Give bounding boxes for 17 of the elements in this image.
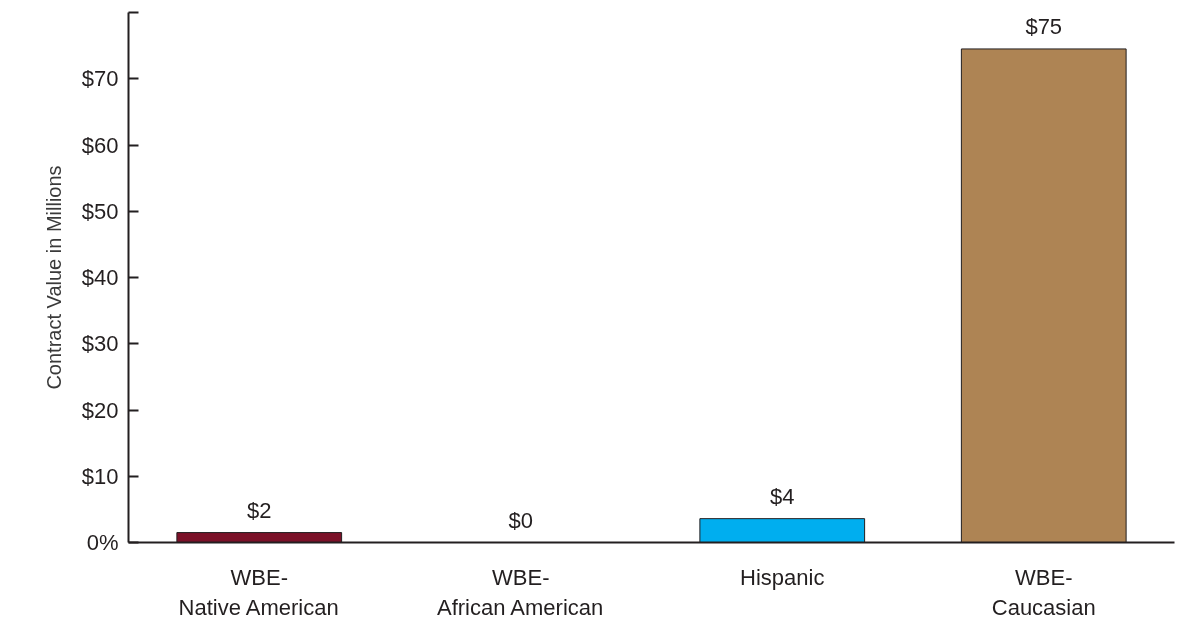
y-tick-label: $50: [81, 198, 119, 224]
y-tick-label: $20: [81, 397, 119, 423]
data-label: $0: [508, 507, 533, 533]
y-tick-label: $70: [81, 66, 119, 92]
data-label: $2: [247, 497, 272, 523]
data-label: $4: [770, 483, 795, 509]
x-tick-label: WBE- African American: [437, 564, 604, 620]
y-tick-label: $10: [81, 463, 119, 489]
y-tick-label: 0%: [86, 530, 119, 555]
y-tick-label: $30: [81, 331, 119, 357]
y-tick-label: $40: [81, 265, 119, 290]
x-tick-label: Hispanic: [740, 564, 825, 590]
x-tick-label: WBE- Caucasian: [991, 564, 1096, 620]
y-tick-label: $60: [81, 132, 119, 158]
y-axis-title: Contract Value in Millions: [42, 165, 65, 390]
data-label: $75: [1025, 13, 1063, 39]
x-tick-label: WBE- Native American: [178, 564, 339, 620]
